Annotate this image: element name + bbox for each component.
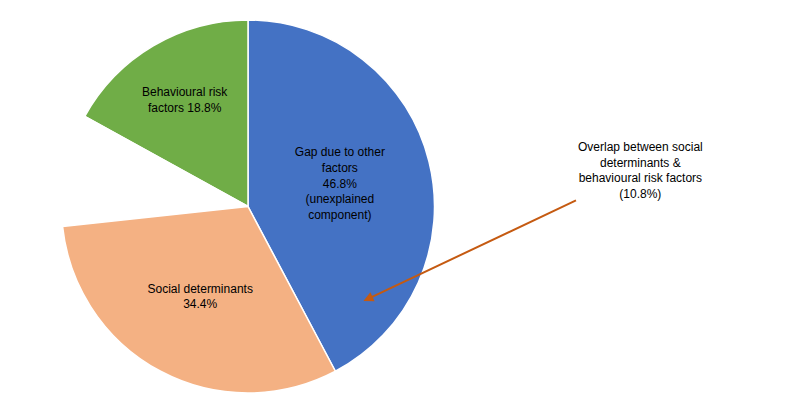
svg-text:Overlap between socialdetermin: Overlap between socialdeterminants &beha… [578,140,703,201]
svg-text:Behavioural riskfactors 18.8%: Behavioural riskfactors 18.8% [142,85,228,115]
svg-text:Social determinants34.4%: Social determinants34.4% [147,282,252,312]
svg-text:Gap due to otherfactors46.8%(u: Gap due to otherfactors46.8%(unexplained… [295,145,385,221]
